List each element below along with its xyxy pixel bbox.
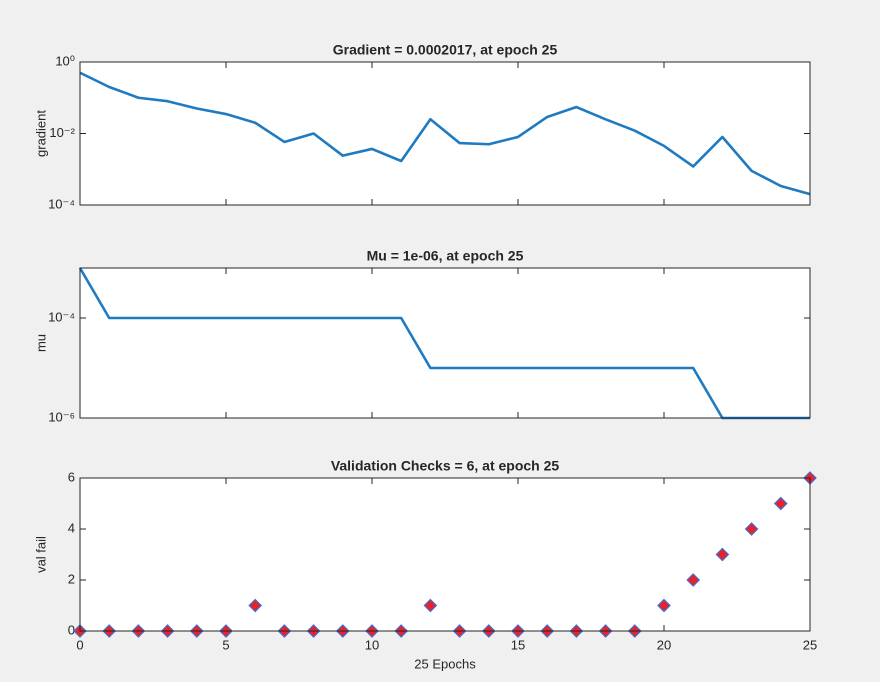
x-tick-label: 10 (365, 637, 379, 652)
x-tick-label: 15 (511, 637, 525, 652)
chart-title: Mu = 1e-06, at epoch 25 (367, 248, 524, 264)
data-point (773, 496, 788, 511)
y-axis-label: val fail (33, 536, 48, 573)
data-point (744, 522, 759, 536)
data-point (686, 573, 701, 587)
data-point (248, 598, 263, 613)
chart-title: Gradient = 0.0002017, at epoch 25 (333, 42, 558, 58)
x-tick-label: 25 (803, 637, 817, 652)
x-tick-label: 5 (222, 637, 229, 652)
axes-box (79, 61, 811, 206)
axes-background (80, 268, 810, 418)
axes-background (80, 62, 810, 205)
y-tick-label: 10⁻⁶ (48, 409, 75, 424)
y-axis-label: gradient (33, 110, 48, 157)
data-line (78, 267, 810, 420)
x-axis-label: 25 Epochs (414, 656, 476, 671)
y-tick-label: 2 (68, 571, 75, 586)
y-tick-label: 10⁻⁴ (48, 309, 75, 324)
y-tick-label: 10⁰ (55, 53, 75, 68)
data-point (657, 598, 671, 613)
data-point (715, 547, 730, 562)
axes-box (79, 267, 811, 419)
y-tick-label: 6 (68, 469, 75, 484)
y-tick-label: 10⁻² (49, 125, 75, 140)
axes-background (80, 478, 810, 631)
data-point (423, 598, 438, 613)
y-tick-label: 4 (68, 520, 75, 535)
x-tick-label: 0 (76, 637, 83, 652)
chart-title: Validation Checks = 6, at epoch 25 (331, 458, 560, 474)
y-tick-label: 0 (68, 622, 75, 637)
y-tick-label: 10⁻⁴ (48, 196, 75, 211)
axes-box (79, 477, 811, 632)
data-line (79, 71, 811, 196)
x-tick-label: 20 (657, 637, 671, 652)
y-axis-label: mu (33, 334, 48, 352)
